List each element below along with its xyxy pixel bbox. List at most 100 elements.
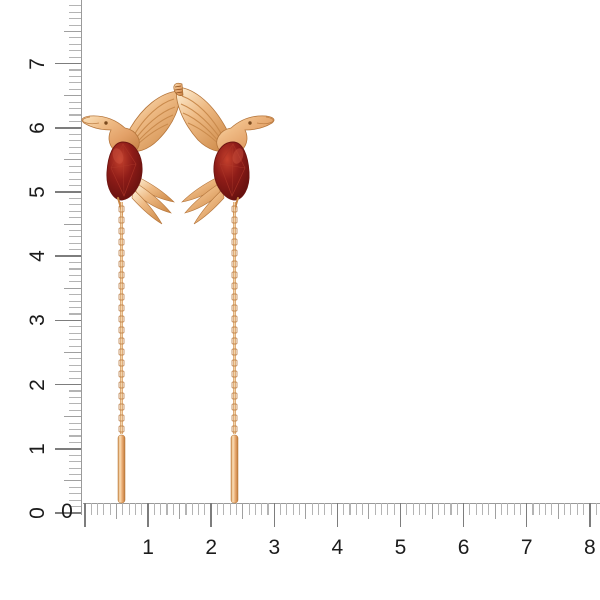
vertical-ruler-tick bbox=[69, 172, 81, 174]
vertical-ruler-tick bbox=[69, 364, 81, 366]
vertical-ruler-tick bbox=[55, 383, 81, 386]
horizontal-ruler-tick bbox=[305, 503, 307, 519]
vertical-ruler-tick bbox=[69, 75, 81, 77]
vertical-ruler-tick bbox=[69, 11, 81, 13]
vertical-ruler-tick bbox=[69, 24, 81, 26]
vertical-ruler-tick bbox=[69, 133, 81, 135]
horizontal-ruler-tick bbox=[507, 503, 509, 515]
horizontal-ruler-tick bbox=[412, 503, 414, 515]
horizontal-ruler-tick bbox=[500, 503, 502, 515]
left-bird-tail bbox=[131, 176, 175, 225]
vertical-ruler-tick bbox=[69, 435, 81, 437]
horizontal-ruler-label: 6 bbox=[457, 536, 470, 559]
horizontal-ruler-tick bbox=[210, 503, 212, 527]
vertical-ruler-tick bbox=[69, 473, 81, 476]
horizontal-ruler-tick bbox=[242, 503, 244, 519]
vertical-ruler-tick bbox=[64, 287, 81, 289]
vertical-ruler-tick bbox=[69, 454, 81, 456]
horizontal-ruler-tick bbox=[248, 503, 250, 515]
vertical-ruler-tick bbox=[69, 300, 81, 302]
horizontal-ruler-tick bbox=[462, 503, 465, 527]
horizontal-ruler-label: 7 bbox=[520, 536, 533, 559]
horizontal-ruler-tick bbox=[116, 503, 118, 519]
horizontal-ruler-label: 3 bbox=[268, 536, 281, 559]
vertical-ruler-tick bbox=[69, 56, 81, 58]
vertical-ruler-label: 2 bbox=[26, 378, 49, 391]
horizontal-ruler-label: 5 bbox=[394, 536, 407, 559]
vertical-ruler-tick bbox=[69, 178, 81, 180]
vertical-ruler-label: 0 bbox=[26, 507, 49, 519]
horizontal-ruler-tick bbox=[292, 503, 294, 515]
horizontal-ruler-tick bbox=[179, 503, 181, 519]
right-bird-wing bbox=[175, 86, 231, 155]
vertical-ruler-tick bbox=[69, 358, 81, 360]
vertical-ruler-tick bbox=[69, 114, 81, 116]
horizontal-ruler-tick bbox=[437, 503, 439, 515]
vertical-ruler-tick bbox=[69, 236, 81, 238]
vertical-ruler-tick bbox=[55, 448, 81, 450]
horizontal-ruler-tick bbox=[191, 503, 193, 515]
horizontal-ruler-tick bbox=[172, 503, 174, 515]
vertical-ruler-tick bbox=[69, 281, 81, 283]
vertical-ruler-tick bbox=[55, 255, 81, 257]
vertical-ruler-tick bbox=[69, 50, 81, 52]
horizontal-ruler-tick bbox=[532, 503, 534, 515]
horizontal-ruler-tick bbox=[343, 503, 345, 515]
vertical-ruler-tick bbox=[69, 43, 81, 45]
vertical-ruler-tick bbox=[64, 416, 81, 418]
left-bird-garnet-stone bbox=[106, 141, 143, 201]
horizontal-ruler-tick bbox=[267, 503, 269, 515]
left-earring[interactable] bbox=[78, 84, 198, 504]
horizontal-ruler-tick bbox=[254, 503, 256, 515]
horizontal-ruler-label: 2 bbox=[205, 536, 218, 559]
horizontal-ruler-tick bbox=[109, 503, 111, 515]
horizontal-ruler-tick bbox=[475, 503, 477, 515]
vertical-ruler-tick bbox=[69, 152, 81, 155]
horizontal-ruler-tick bbox=[595, 503, 597, 515]
horizontal-ruler-tick bbox=[286, 503, 288, 515]
horizontal-ruler-tick bbox=[576, 503, 578, 515]
horizontal-ruler-tick bbox=[147, 503, 149, 527]
vertical-ruler-tick bbox=[69, 467, 81, 469]
vertical-ruler-label: 1 bbox=[26, 442, 49, 455]
horizontal-ruler-tick bbox=[261, 503, 263, 515]
vertical-ruler-tick bbox=[69, 18, 81, 20]
horizontal-ruler-tick bbox=[204, 503, 206, 515]
vertical-ruler-tick bbox=[64, 480, 81, 482]
vertical-ruler-tick bbox=[55, 512, 81, 514]
horizontal-ruler-tick bbox=[456, 503, 458, 515]
horizontal-ruler-tick bbox=[564, 503, 566, 515]
horizontal-ruler-tick bbox=[90, 503, 92, 515]
horizontal-ruler-tick bbox=[235, 503, 237, 515]
horizontal-ruler-tick bbox=[557, 503, 559, 519]
vertical-ruler-tick bbox=[55, 191, 81, 193]
vertical-ruler-label: 6 bbox=[26, 121, 49, 134]
horizontal-ruler-tick bbox=[570, 503, 572, 515]
horizontal-ruler-tick bbox=[519, 503, 521, 515]
vertical-ruler-tick bbox=[69, 101, 81, 103]
right-earring[interactable] bbox=[158, 78, 278, 506]
horizontal-ruler-tick bbox=[128, 503, 130, 515]
vertical-ruler-tick bbox=[69, 486, 81, 488]
horizontal-ruler-tick bbox=[349, 503, 351, 515]
right-bird-tail bbox=[181, 176, 225, 225]
vertical-ruler-tick bbox=[69, 69, 81, 71]
vertical-ruler-tick bbox=[69, 217, 81, 219]
horizontal-ruler-tick bbox=[381, 503, 383, 515]
vertical-ruler-tick bbox=[55, 62, 81, 65]
vertical-ruler-tick bbox=[64, 159, 81, 161]
horizontal-ruler-tick bbox=[589, 503, 591, 527]
vertical-ruler-label: 3 bbox=[26, 314, 49, 327]
vertical-ruler-tick bbox=[69, 313, 81, 315]
vertical-ruler-tick bbox=[69, 107, 81, 110]
horizontal-ruler-tick bbox=[160, 503, 162, 515]
vertical-ruler-tick bbox=[69, 390, 81, 392]
vertical-ruler-tick bbox=[69, 249, 81, 251]
horizontal-ruler-tick bbox=[494, 503, 496, 519]
horizontal-ruler-tick bbox=[425, 503, 427, 515]
left-earring-drop-bar bbox=[117, 434, 126, 504]
horizontal-ruler-tick bbox=[545, 503, 547, 515]
vertical-ruler-tick bbox=[69, 185, 81, 187]
horizontal-ruler-tick bbox=[166, 503, 168, 515]
horizontal-ruler-tick bbox=[198, 503, 200, 515]
